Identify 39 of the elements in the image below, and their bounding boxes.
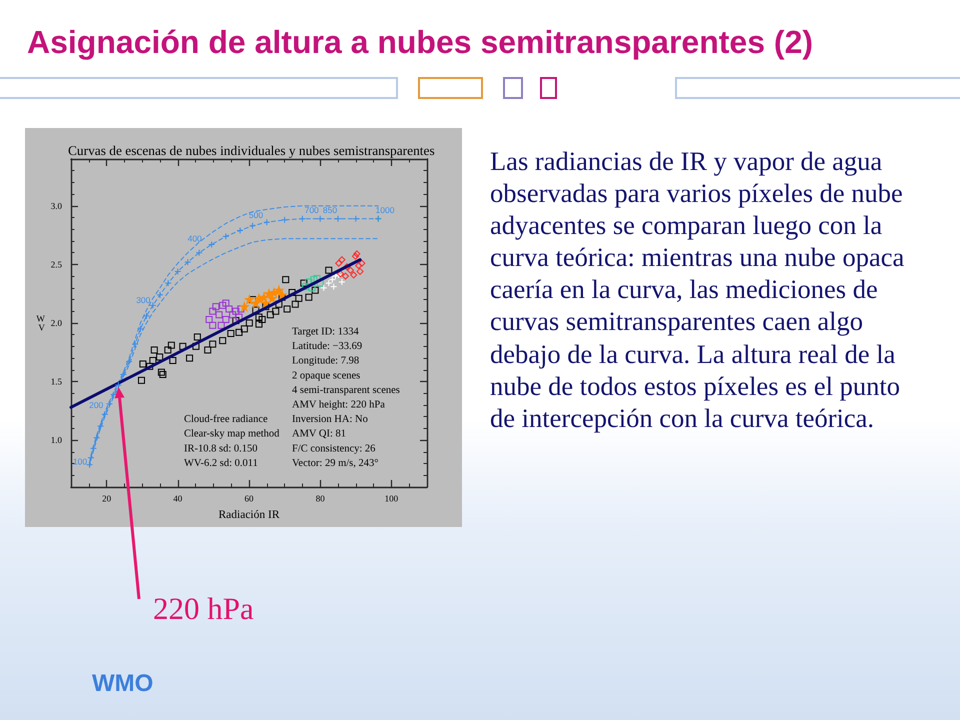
y-tick-label: 2.0 bbox=[50, 318, 62, 328]
text: 220 hPa bbox=[153, 591, 254, 627]
y-tick-label: 1.5 bbox=[50, 376, 62, 387]
text: Las radiancias de IR y vapor de agua observadas para varios píxeles de nube adyacentes se comparan luego con la curva teórica: mientras una nube opaca caería en la curva, las mediciones de curvas semitransparentes caen algo debajo de la curva. La altura real de la nube de todos estos píxeles es el punto de intercepción con la curva teórica. bbox=[490, 146, 904, 433]
annotation: Latitude: −33.69 bbox=[292, 341, 362, 352]
annotation: AMV QI: 81 bbox=[292, 428, 346, 440]
annotation: 500 bbox=[248, 210, 264, 220]
chart-title: Asignación de altura a nubes semitransparentes (2) bbox=[27, 24, 814, 61]
annotation: 850 bbox=[322, 205, 338, 215]
annotation: 1000 bbox=[376, 205, 395, 215]
annotation: 2 opaque scenes bbox=[292, 370, 360, 382]
y-tick-label: 2.5 bbox=[50, 259, 62, 270]
annotation: 4 semi-transparent scenes bbox=[292, 384, 400, 396]
annotation: WV-6.2 sd: 0.011 bbox=[184, 458, 258, 469]
x-tick-label: 80 bbox=[316, 494, 326, 504]
x-tick-label: 60 bbox=[244, 494, 254, 504]
annotation: Cloud-free radiance bbox=[184, 414, 268, 426]
annotation: F/C consistency: 26 bbox=[292, 443, 376, 454]
annotation: AMV height: 220 hPa bbox=[292, 400, 386, 410]
y-tick-label: 3.0 bbox=[50, 200, 62, 211]
annotation: 100 bbox=[72, 456, 88, 467]
annotation: Clear-sky map method bbox=[184, 428, 280, 440]
annotation: Target ID: 1334 bbox=[292, 326, 360, 338]
x-tick-label: 40 bbox=[173, 494, 183, 504]
x-tick-label: 20 bbox=[102, 494, 112, 504]
annotation: 400 bbox=[188, 233, 202, 244]
y-axis-title: WV bbox=[36, 314, 46, 332]
annotation: Inversion HA: No bbox=[292, 414, 368, 426]
annotation: 700 bbox=[304, 205, 320, 215]
text: WMO bbox=[92, 670, 154, 698]
annotation: Vector: 29 m/s, 243° bbox=[292, 458, 378, 469]
x-axis-title: Radiación IR bbox=[218, 509, 280, 521]
annotation: 200 bbox=[89, 400, 104, 410]
x-tick-label: 100 bbox=[384, 494, 399, 504]
annotation: IR-10.8 sd: 0.150 bbox=[184, 443, 258, 454]
annotation: 300 bbox=[136, 295, 151, 305]
annotation: Longitude: 7.98 bbox=[292, 356, 360, 367]
y-tick-label: 1.0 bbox=[50, 435, 62, 446]
chart-subtitle: Curvas de escenas de nubes individuales y nubes semistransparentes bbox=[68, 143, 435, 158]
